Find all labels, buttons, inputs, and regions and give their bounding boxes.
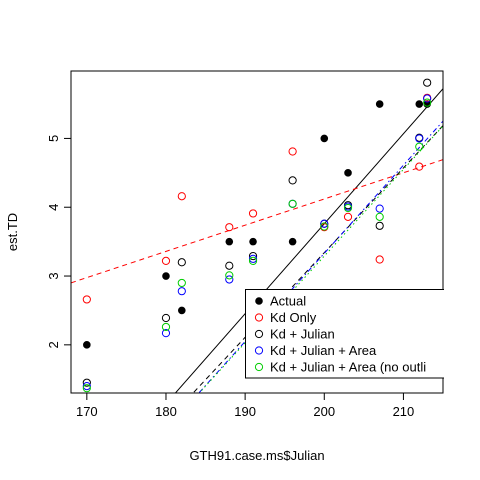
y-axis-label: est.TD [5, 213, 20, 251]
point-kd-only [82, 295, 91, 304]
point-actual [288, 237, 297, 246]
legend-label-kd-julian-area-no-outli: Kd + Julian + Area (no outli [270, 360, 426, 375]
legend-key-kd-julian-area-no-outli [254, 362, 264, 372]
x-tick-label: 210 [393, 404, 415, 419]
point-actual [375, 100, 384, 108]
point-kd-julian-area [82, 382, 91, 391]
point-kd-julian-area-no-outli [82, 384, 91, 393]
point-kd-julian-area [248, 254, 258, 263]
y-tick-label: 4 [46, 204, 61, 211]
point-kd-julian-area [423, 94, 432, 103]
point-kd-julian-area-no-outli [423, 98, 432, 107]
point-kd-julian [288, 176, 297, 185]
point-kd-julian-area [375, 204, 384, 213]
point-kd-julian-area-no-outli [248, 256, 258, 265]
point-kd-julian-area-no-outli [288, 199, 297, 208]
point-kd-julian-area [161, 329, 171, 338]
legend-label-kd-julian: Kd + Julian [270, 327, 335, 342]
y-tick-label: 3 [46, 272, 61, 279]
fit-lines [71, 88, 443, 393]
point-kd-julian-area [225, 275, 234, 284]
point-kd-only [161, 256, 171, 265]
point-kd-julian-area-no-outli [415, 142, 424, 151]
x-tick-label: 200 [313, 404, 335, 419]
point-actual [320, 134, 329, 143]
fit-line-kd-only [71, 159, 443, 284]
point-actual [178, 306, 186, 315]
legend-label-actual: Actual [270, 294, 306, 309]
point-kd-only [415, 162, 424, 171]
point-kd-julian-area [177, 287, 186, 296]
point-kd-only [343, 212, 353, 221]
x-tick-label: 180 [155, 404, 177, 419]
point-kd-only [288, 147, 297, 156]
legend-key-actual [255, 297, 263, 305]
point-actual [225, 237, 234, 246]
point-actual [344, 169, 352, 177]
point-kd-julian-area-no-outli [320, 222, 329, 231]
point-actual [249, 237, 257, 246]
fit-line-actual [174, 88, 443, 393]
legend-key-kd-only [254, 313, 264, 322]
point-kd-julian-area [415, 134, 424, 143]
point-kd-julian [423, 78, 432, 87]
point-kd-julian-area-no-outli [375, 212, 384, 221]
point-kd-julian [375, 221, 384, 230]
point-kd-julian-area-no-outli [225, 271, 234, 280]
point-kd-julian [248, 251, 258, 261]
point-kd-julian-area [320, 219, 329, 228]
point-kd-julian-area-no-outli [161, 322, 171, 332]
point-kd-only [248, 209, 258, 218]
point-kd-julian [161, 313, 171, 323]
x-axis: 170 180 190 200 210 [76, 392, 415, 419]
point-kd-julian [82, 378, 91, 387]
point-kd-only [375, 255, 384, 264]
point-actual [415, 100, 424, 108]
point-kd-julian-area-no-outli [343, 203, 353, 213]
x-axis-label: GTH91.case.ms$Julian [189, 448, 324, 463]
point-kd-julian [177, 258, 186, 267]
point-actual [83, 341, 91, 349]
legend-label-kd-only: Kd Only [270, 310, 317, 325]
legend-key-kd-julian-area [254, 346, 264, 355]
fit-line-kd-julian-area [198, 120, 443, 393]
point-kd-julian [225, 261, 234, 270]
point-actual [162, 272, 170, 280]
legend-label-kd-julian-area: Kd + Julian + Area [270, 343, 377, 358]
point-kd-only [177, 192, 186, 201]
x-tick-label: 190 [234, 404, 256, 419]
point-kd-only [225, 223, 234, 232]
y-axis: 2 3 4 5 [46, 135, 72, 348]
legend-key-kd-julian [254, 329, 264, 339]
data-points [82, 78, 432, 393]
point-kd-julian-area-no-outli [177, 278, 186, 288]
x-tick-label: 170 [76, 404, 98, 419]
legend-frame [245, 289, 444, 379]
y-tick-label: 5 [46, 135, 61, 142]
y-tick-label: 2 [46, 341, 61, 348]
